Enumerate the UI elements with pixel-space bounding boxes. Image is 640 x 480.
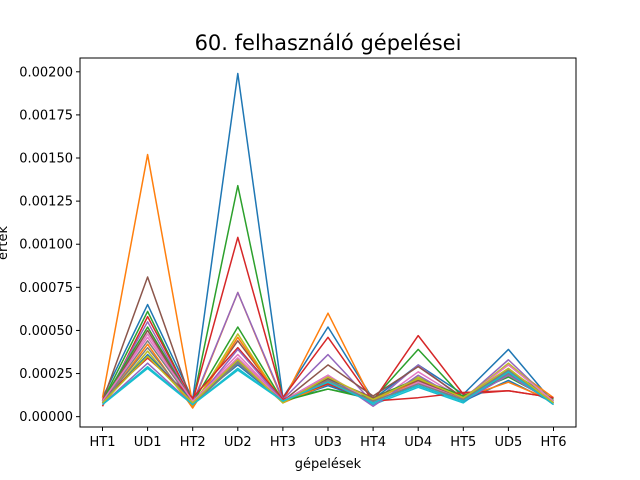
y-tick-label: 0.00025 xyxy=(19,367,73,382)
series-line-20 xyxy=(102,365,554,406)
y-tick-label: 0.00125 xyxy=(19,195,73,210)
plot-frame xyxy=(79,57,577,428)
chart-title: 60. felhasználó gépelései xyxy=(195,31,462,55)
series-group xyxy=(101,72,555,409)
x-tick-label: HT6 xyxy=(541,435,567,450)
x-tick-label: UD5 xyxy=(495,435,523,450)
x-tick-label: HT2 xyxy=(180,435,206,450)
y-tick-label: 0.00000 xyxy=(19,410,73,425)
x-tick-label: UD1 xyxy=(134,435,162,450)
y-tick-label: 0.00150 xyxy=(19,152,73,167)
x-tick-label: UD2 xyxy=(224,435,252,450)
x-tick-label: HT5 xyxy=(450,435,476,450)
axes-group: HT1 UD1 HT2 UD2 HT3 UD3 HT4 UD4 HT5 UD5 HT6 0.00000… xyxy=(19,65,566,450)
y-tick-label: 0.00175 xyxy=(19,108,73,123)
x-axis-label: gépelések xyxy=(295,457,362,472)
series-line-19 xyxy=(101,355,554,404)
y-tick-label: 0.00075 xyxy=(19,281,73,296)
y-axis-label: érték xyxy=(0,226,11,260)
x-tick-label: HT4 xyxy=(360,435,386,450)
series-line-18 xyxy=(101,346,554,406)
x-tick-label: UD3 xyxy=(314,435,342,450)
y-tick-label: 0.00050 xyxy=(19,324,73,339)
series-line-5 xyxy=(101,291,555,404)
x-tick-label: HT3 xyxy=(270,435,296,450)
y-tick-label: 0.00100 xyxy=(19,238,73,253)
x-tick-label: HT1 xyxy=(90,435,116,450)
y-tick-label: 0.00200 xyxy=(19,65,73,80)
x-tick-label: UD4 xyxy=(404,435,432,450)
series-line-1 xyxy=(101,72,555,404)
